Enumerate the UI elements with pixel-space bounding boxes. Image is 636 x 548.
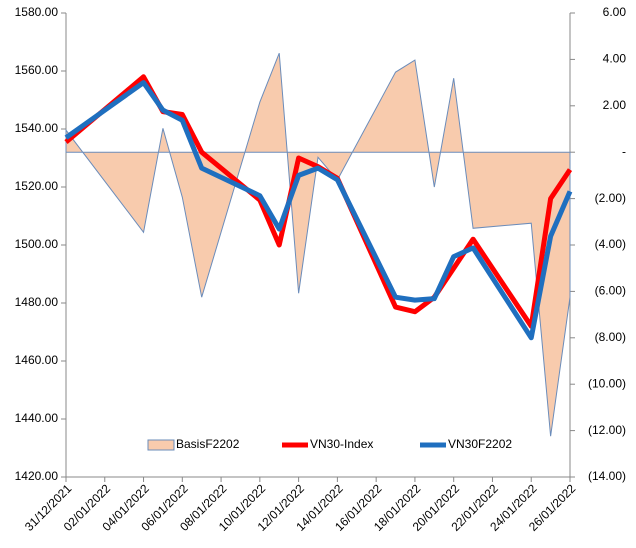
y2-tick-label: (4.00) <box>595 237 626 251</box>
y-tick-label: 1480.00 <box>15 295 59 309</box>
y2-tick-label: (6.00) <box>595 284 626 298</box>
y-tick-label: 1580.00 <box>15 5 59 19</box>
y-tick-label: 1540.00 <box>15 121 59 135</box>
y2-tick-label: (8.00) <box>595 330 626 344</box>
y2-tick-label: 6.00 <box>603 5 627 19</box>
y-tick-label: 1560.00 <box>15 63 59 77</box>
y-tick-label: 1520.00 <box>15 179 59 193</box>
y-tick-label: 1420.00 <box>15 469 59 483</box>
y2-tick-label: (10.00) <box>588 376 626 390</box>
y2-tick-label: 2.00 <box>603 98 627 112</box>
legend-swatch <box>147 439 175 451</box>
y2-tick-label: (12.00) <box>588 423 626 437</box>
y2-tick-label: (2.00) <box>595 191 626 205</box>
legend-label: VN30-Index <box>310 437 373 451</box>
legend-label: BasisF2202 <box>176 437 240 451</box>
line <box>64 80 573 341</box>
y-tick-label: 1500.00 <box>15 237 59 251</box>
y2-tick-label: - <box>622 144 626 158</box>
legend-label: VN30F2202 <box>448 437 512 451</box>
y-tick-label: 1460.00 <box>15 353 59 367</box>
y2-tick-label: (14.00) <box>588 469 626 483</box>
y2-tick-label: 4.00 <box>603 52 627 66</box>
y-tick-label: 1440.00 <box>15 411 59 425</box>
area <box>65 52 571 437</box>
